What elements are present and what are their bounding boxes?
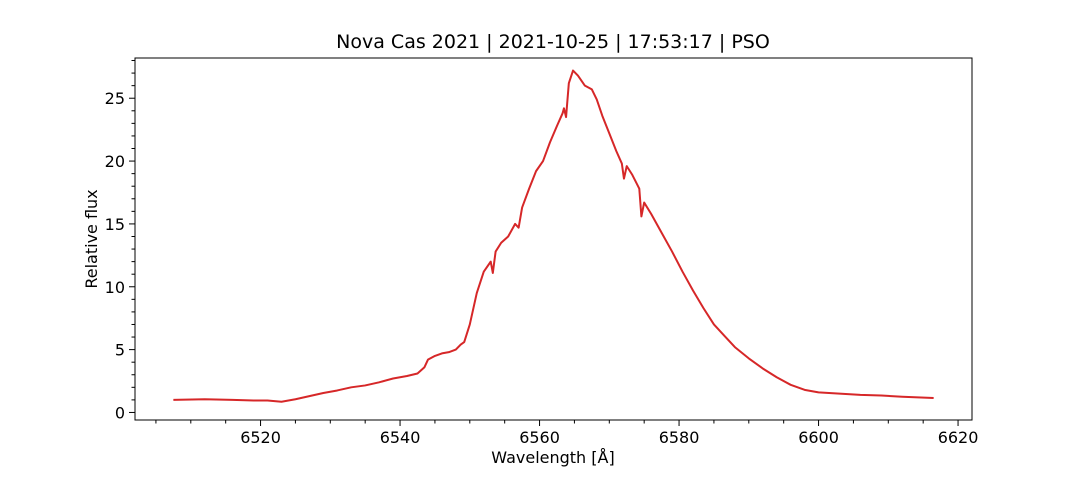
plot-frame: [134, 57, 973, 421]
x-tick-label: 6520: [240, 428, 281, 447]
y-tick-label: 15: [105, 215, 125, 234]
x-tick-label: 6600: [798, 428, 839, 447]
x-axis-label: Wavelength [Å]: [491, 448, 614, 467]
x-tick-label: 6620: [938, 428, 979, 447]
plot-series: [173, 69, 934, 403]
x-tick-label: 6580: [659, 428, 700, 447]
y-tick-label: 20: [105, 152, 125, 171]
y-axis-label: Relative flux: [82, 189, 101, 288]
y-tick-label: 5: [115, 341, 125, 360]
x-tick-label: 6560: [519, 428, 560, 447]
x-tick-label: 6540: [380, 428, 421, 447]
chart-title: Nova Cas 2021 | 2021-10-25 | 17:53:17 | …: [336, 31, 770, 53]
axis-ticks: 6520 6540 6560 6580 6600 6620 0 5 10 15 20 25: [105, 60, 979, 447]
y-tick-label: 0: [115, 403, 125, 422]
y-tick-label: 10: [105, 278, 125, 297]
y-tick-label: 25: [105, 89, 125, 108]
spectrum-line: [173, 69, 934, 403]
